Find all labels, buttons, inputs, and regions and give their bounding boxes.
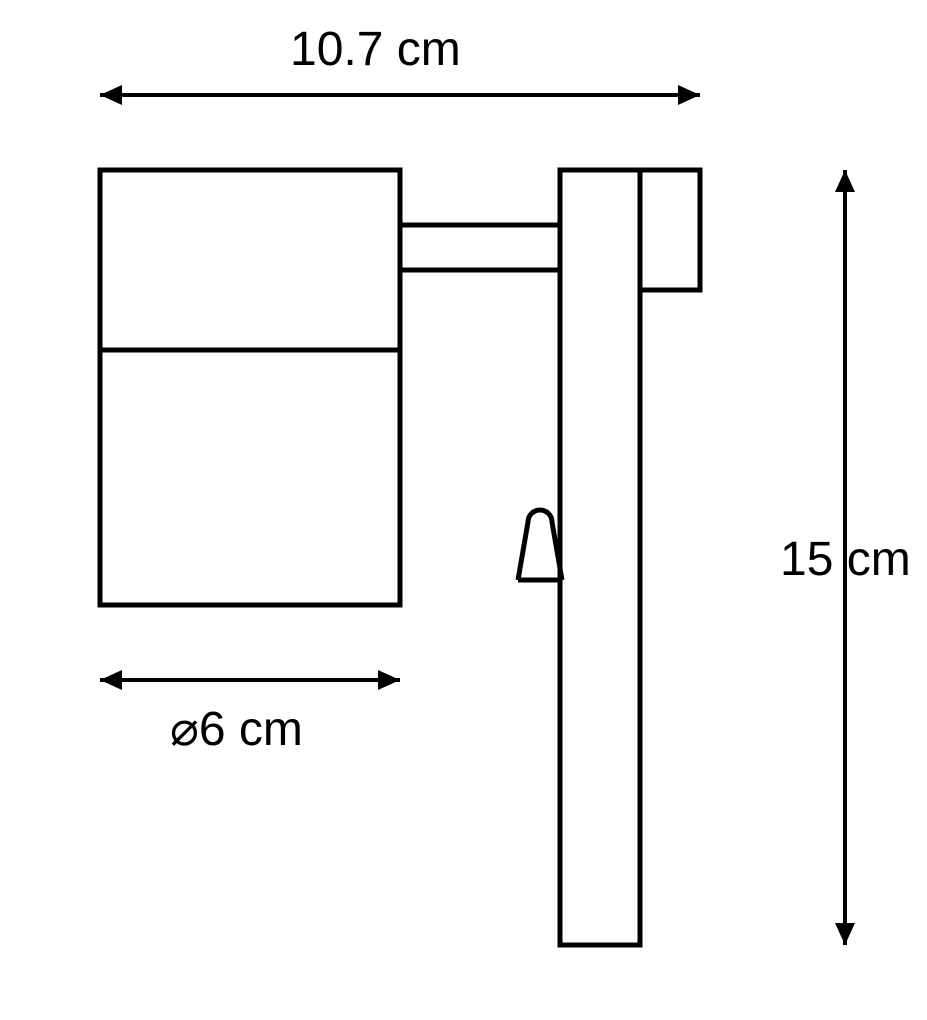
dimension-height-label: 15 cm	[780, 533, 911, 586]
product-outline	[100, 170, 700, 945]
dimension-lines	[100, 85, 855, 945]
technical-drawing: 10.7 cm 15 cm ⌀6 cm	[0, 0, 927, 1020]
dimension-width-label: 10.7 cm	[290, 23, 461, 76]
dimension-labels: 10.7 cm 15 cm ⌀6 cm	[170, 23, 911, 756]
dimension-diameter-label: ⌀6 cm	[170, 703, 303, 756]
